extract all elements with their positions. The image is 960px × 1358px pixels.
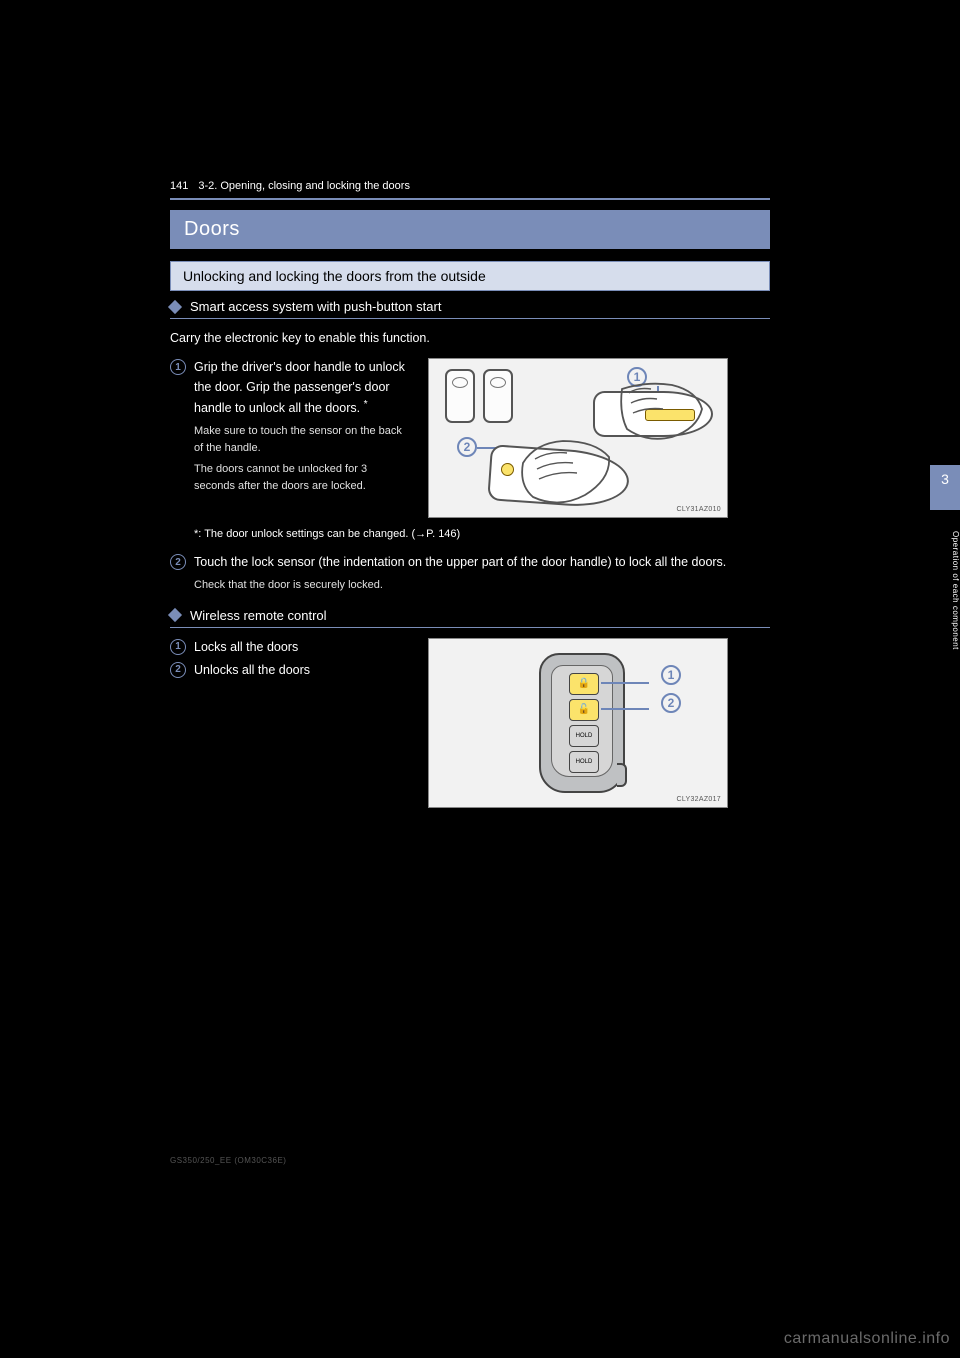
- unlock-icon: [578, 704, 590, 715]
- keycard-icon: [445, 369, 475, 423]
- callout-1-icon: 1: [661, 665, 681, 685]
- key-fob: HOLD HOLD: [539, 653, 625, 793]
- step-2: 2 Touch the lock sensor (the indentation…: [170, 553, 770, 593]
- section-breadcrumb: 3-2. Opening, closing and locking the do…: [198, 180, 410, 192]
- callout-2-icon: 2: [457, 437, 477, 457]
- step2-note: Check that the door is securely locked.: [194, 577, 770, 594]
- trunk-button: HOLD: [569, 725, 599, 747]
- fob-keyring: [617, 763, 627, 787]
- figure-2-col: HOLD HOLD 1 2 CLY32AZ017: [428, 638, 728, 808]
- subsection-bar: Unlocking and locking the doors from the…: [170, 261, 770, 291]
- circled-2-icon: 2: [170, 662, 186, 678]
- page-title: Doors: [170, 210, 770, 249]
- subsection-a-title: Smart access system with push-button sta…: [192, 299, 770, 314]
- subsection-b-title: Wireless remote control: [192, 608, 770, 623]
- sub-rule: [170, 627, 770, 628]
- circled-1-icon: 1: [170, 359, 186, 375]
- figure-door-handles: 1 2 CLY31AZ010: [428, 358, 728, 518]
- doc-reference: GS350/250_EE (OM30C36E): [170, 1156, 286, 1165]
- subsection-b-label: Wireless remote control: [190, 608, 327, 623]
- leader-line: [601, 708, 649, 710]
- watermark: carmanualsonline.info: [784, 1330, 950, 1348]
- figure-1-col: 1 2 CLY31AZ010: [428, 358, 728, 518]
- leader-line: [601, 682, 649, 684]
- wr-step2-text: Unlocks all the doors: [194, 661, 410, 680]
- step1-note2: The doors cannot be unlocked for 3 secon…: [194, 461, 410, 495]
- figure-code: CLY31AZ010: [676, 506, 721, 513]
- page-number: 141: [170, 180, 188, 192]
- figure-code: CLY32AZ017: [676, 796, 721, 803]
- callout-2-icon: 2: [661, 693, 681, 713]
- sub-rule: [170, 318, 770, 319]
- hand-icon: [617, 379, 707, 449]
- text-column-1: 1 Grip the driver's door handle to unloc…: [170, 358, 410, 518]
- step1-note: Make sure to touch the sensor on the bac…: [194, 423, 410, 457]
- text-column-2: 1 Locks all the doors 2 Unlocks all the …: [170, 638, 410, 808]
- carry-note: Carry the electronic key to enable this …: [170, 329, 770, 348]
- wr-step-1: 1 Locks all the doors: [170, 638, 410, 657]
- panic-button: HOLD: [569, 751, 599, 773]
- lock-icon: [578, 678, 590, 689]
- keycard-icon: [483, 369, 513, 423]
- page-content: 141 3-2. Opening, closing and locking th…: [170, 180, 770, 816]
- chapter-tab: 3: [930, 465, 960, 510]
- diamond-icon: [168, 299, 182, 313]
- unlock-button: [569, 699, 599, 721]
- star-footnote: *: The door unlock settings can be chang…: [194, 526, 770, 543]
- step-1: 1 Grip the driver's door handle to unloc…: [170, 358, 410, 494]
- circled-2-icon: 2: [170, 554, 186, 570]
- circled-1-icon: 1: [170, 639, 186, 655]
- content-row-2: 1 Locks all the doors 2 Unlocks all the …: [170, 638, 770, 808]
- chapter-tab-label: Operation of each component: [930, 520, 960, 660]
- diamond-icon: [168, 608, 182, 622]
- step1-star: *: [364, 399, 368, 410]
- header-rule: [170, 198, 770, 200]
- step2-text: Touch the lock sensor (the indentation o…: [194, 555, 726, 569]
- content-row-1: 1 Grip the driver's door handle to unloc…: [170, 358, 770, 518]
- hand-icon: [515, 435, 615, 511]
- step1-text: Grip the driver's door handle to unlock …: [194, 360, 405, 415]
- lock-button: [569, 673, 599, 695]
- page-header: 141 3-2. Opening, closing and locking th…: [170, 180, 770, 192]
- wr-step-2: 2 Unlocks all the doors: [170, 661, 410, 680]
- figure-key-fob: HOLD HOLD 1 2 CLY32AZ017: [428, 638, 728, 808]
- wr-step1-text: Locks all the doors: [194, 638, 410, 657]
- subsection-a-label: Smart access system with push-button sta…: [190, 299, 441, 314]
